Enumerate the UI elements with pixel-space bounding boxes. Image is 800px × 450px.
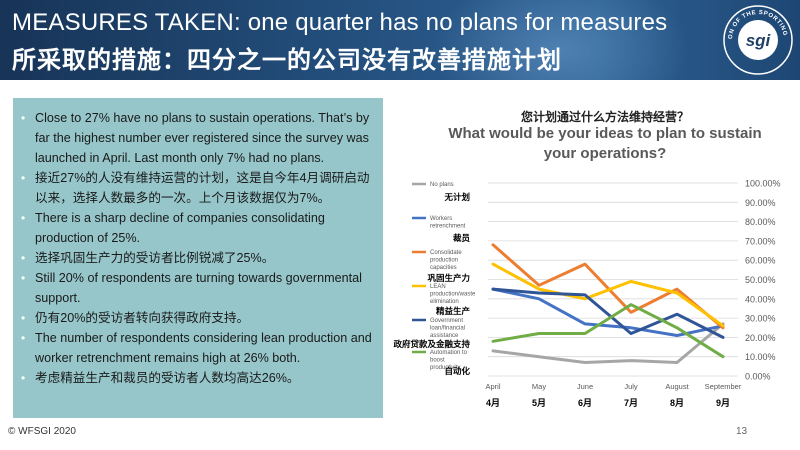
- bullet-item: 仍有20%的受访者转向获得政府支持。: [21, 308, 377, 328]
- bullet-item: 考虑精益生产和裁员的受访者人数均高达26%。: [21, 368, 377, 388]
- y-tick-label: 60.00%: [745, 256, 776, 266]
- legend-label-chinese: 政府贷款及金融支持: [393, 339, 470, 349]
- legend-label: Government loan/financial assistance: [430, 318, 465, 339]
- copyright: © WFSGI 2020: [8, 426, 76, 437]
- bullet-item: 选择巩固生产力的受访者比例锐减了25%。: [21, 248, 377, 268]
- legend-label: No plans: [430, 182, 454, 188]
- logo-text: sgi: [746, 31, 772, 50]
- summary-text-box: Close to 27% have no plans to sustain op…: [13, 98, 383, 418]
- bullet-item: Still 20% of respondents are turning tow…: [21, 268, 377, 308]
- y-tick-label: 90.00%: [745, 198, 776, 208]
- y-tick-label: 50.00%: [745, 275, 776, 285]
- legend-label: LEAN production/waste elimination: [430, 284, 476, 305]
- chart-title-chinese: 您计划通过什么方法维持经营？: [520, 110, 689, 124]
- series-line: [491, 262, 725, 328]
- series-line: [491, 243, 725, 330]
- series-line: [491, 303, 725, 359]
- legend-label-chinese: 精益生产: [436, 306, 471, 316]
- bullet-item: 接近27%的人没有维持运营的计划，这是自今年4月调研启动以来，选择人数最多的一次…: [21, 168, 377, 208]
- legend-label: Automation to boost productivity: [430, 350, 468, 371]
- y-tick-label: 30.00%: [745, 314, 776, 324]
- x-tick-label-chinese: 4月: [486, 398, 500, 408]
- y-tick-label: 80.00%: [745, 217, 776, 227]
- chart-title: What would be your ideas to plan to sust…: [448, 125, 762, 162]
- series-line: [491, 287, 725, 339]
- x-tick-label: June: [577, 382, 593, 391]
- legend-label-chinese: 巩固生产力: [427, 273, 470, 283]
- x-tick-label-chinese: 5月: [532, 398, 546, 408]
- y-tick-label: 40.00%: [745, 294, 776, 304]
- x-tick-label: April: [485, 382, 500, 391]
- series-line: [491, 287, 725, 337]
- series-line: [491, 322, 725, 364]
- sgi-logo-icon: WORLD FEDERATION OF THE SPORTING GOODS I…: [722, 4, 793, 75]
- y-tick-label: 100.00%: [745, 179, 781, 189]
- x-tick-label-chinese: 8月: [670, 398, 684, 408]
- legend-label: Consolidate production capacities: [430, 250, 462, 271]
- x-tick-label: September: [705, 382, 742, 391]
- bullet-item: There is a sharp decline of companies co…: [21, 208, 377, 248]
- x-tick-label: August: [665, 382, 689, 391]
- y-tick-label: 0.00%: [745, 372, 771, 382]
- y-tick-label: 20.00%: [745, 333, 776, 343]
- legend-label: Workers retrenchment: [430, 216, 466, 230]
- legend-label-chinese: 自动化: [444, 366, 470, 376]
- x-tick-label-chinese: 6月: [578, 398, 592, 408]
- bullet-item: The number of respondents considering le…: [21, 328, 377, 368]
- x-tick-label-chinese: 9月: [716, 398, 730, 408]
- y-tick-label: 70.00%: [745, 236, 776, 246]
- bullet-item: Close to 27% have no plans to sustain op…: [21, 108, 377, 168]
- legend-label-chinese: 裁员: [453, 233, 471, 243]
- page-subtitle-chinese: 所采取的措施：四分之一的公司没有改善措施计划: [12, 47, 562, 74]
- x-tick-label: May: [532, 382, 546, 391]
- page-number: 13: [736, 426, 748, 437]
- header-banner: MEASURES TAKEN: one quarter has no plans…: [0, 0, 800, 80]
- legend-label-chinese: 无计划: [443, 192, 470, 202]
- x-tick-label: July: [624, 382, 638, 391]
- y-tick-label: 10.00%: [745, 352, 776, 362]
- x-tick-label-chinese: 7月: [624, 398, 638, 408]
- bullet-list: Close to 27% have no plans to sustain op…: [13, 98, 383, 388]
- page-title: MEASURES TAKEN: one quarter has no plans…: [12, 9, 668, 36]
